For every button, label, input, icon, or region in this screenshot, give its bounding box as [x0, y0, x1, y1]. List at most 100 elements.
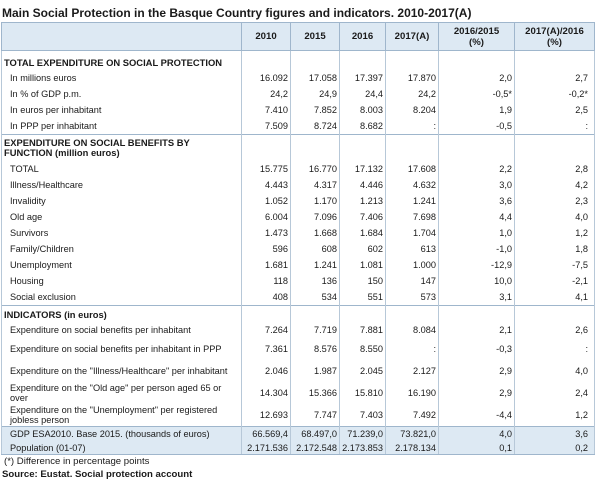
- cell-value: -4,4: [438, 404, 515, 427]
- cell-value: 118: [241, 273, 291, 289]
- cell-value: 1.170: [290, 193, 340, 209]
- cell-value: 3,1: [438, 289, 515, 306]
- row-label: Expenditure on the "Illness/Healthcare" …: [1, 360, 242, 382]
- cell-value: 4.317: [290, 177, 340, 193]
- table-row: Expenditure on social benefits per inhab…: [1, 338, 595, 360]
- cell-value: -12,9: [438, 257, 515, 273]
- cell-value: 534: [290, 289, 340, 306]
- cell-value: 1.241: [385, 193, 439, 209]
- cell-value: 2.171.536: [241, 441, 291, 455]
- cell-value: 7.747: [290, 404, 340, 427]
- cell-value: 2.172.548: [290, 441, 340, 455]
- cell-value: 608: [290, 241, 340, 257]
- group-benefits-by-function: TOTAL 15.775 16.770 17.132 17.608 2,2 2,8 Illne…: [1, 161, 595, 306]
- cell-value: 7.492: [385, 404, 439, 427]
- row-label: GDP ESA2010. Base 2015. (thousands of eu…: [1, 426, 242, 441]
- row-label: Expenditure on social benefits per inhab…: [1, 338, 242, 360]
- cell-value: 4,2: [514, 177, 595, 193]
- cell-value: 2,9: [438, 382, 515, 404]
- cell-value: 7.698: [385, 209, 439, 225]
- cell-value: 8.724: [290, 118, 340, 135]
- cell-value: 3,0: [438, 177, 515, 193]
- table-row: Unemployment 1.681 1.241 1.081 1.000 -12,9 -7,…: [1, 257, 595, 273]
- cell-value: 1,0: [438, 225, 515, 241]
- cell-value: 16.190: [385, 382, 439, 404]
- section-title: EXPENDITURE ON SOCIAL BENEFITS BY FUNCTI…: [1, 134, 242, 161]
- cell-value: 4,1: [514, 289, 595, 306]
- table-row: Population (01-07) 2.171.536 2.172.548 2.17…: [1, 441, 595, 455]
- cell-value: 10,0: [438, 273, 515, 289]
- section-header-row: INDICATORS (in euros): [1, 305, 595, 322]
- cell-value: 602: [339, 241, 386, 257]
- cell-value: 7.361: [241, 338, 291, 360]
- cell-value: 4,0: [514, 209, 595, 225]
- cell-value: 136: [290, 273, 340, 289]
- row-label: Housing: [1, 273, 242, 289]
- cell-value: 73.821,0: [385, 426, 439, 441]
- group-indicators: Expenditure on social benefits per inhab…: [1, 322, 595, 427]
- cell-value: 8.576: [290, 338, 340, 360]
- table-row: Expenditure on the "Old age" per person …: [1, 382, 595, 404]
- cell-value: 15.366: [290, 382, 340, 404]
- table-row: Social exclusion 408 534 551 573 3,1 4,1: [1, 289, 595, 306]
- cell-value: 2.127: [385, 360, 439, 382]
- cell-value: -0,3: [438, 338, 515, 360]
- row-label: Old age: [1, 209, 242, 225]
- cell-value: :: [385, 118, 439, 135]
- cell-value: 7.881: [339, 322, 386, 338]
- cell-value: 4,0: [514, 360, 595, 382]
- cell-value: 1.081: [339, 257, 386, 273]
- cell-value: 1,2: [514, 225, 595, 241]
- cell-value: 4.632: [385, 177, 439, 193]
- cell-value: 17.870: [385, 70, 439, 86]
- cell-value: 2.173.853: [339, 441, 386, 455]
- header-var-2017-2016: 2017(A)/2016 (%): [514, 22, 595, 51]
- cell-value: 2.045: [339, 360, 386, 382]
- group-total-expenditure: In millions euros 16.092 17.058 17.397 17.87…: [1, 70, 595, 135]
- cell-value: 2,0: [438, 70, 515, 86]
- row-label: In euros per inhabitant: [1, 102, 242, 118]
- cell-value: 3,6: [438, 193, 515, 209]
- footnote: (*) Difference in percentage points: [4, 456, 150, 467]
- cell-value: 2,9: [438, 360, 515, 382]
- cell-value: 1.668: [290, 225, 340, 241]
- cell-value: 1.473: [241, 225, 291, 241]
- table-row: Expenditure on the "Illness/Healthcare" …: [1, 360, 595, 382]
- header-2017: 2017(A): [385, 22, 439, 51]
- cell-value: 7.096: [290, 209, 340, 225]
- cell-value: 613: [385, 241, 439, 257]
- header-var-2016-2015: 2016/2015 (%): [438, 22, 515, 51]
- cell-value: 17.397: [339, 70, 386, 86]
- cell-value: 1.000: [385, 257, 439, 273]
- cell-value: 2,6: [514, 322, 595, 338]
- cell-value: 1,8: [514, 241, 595, 257]
- cell-value: -0,5: [438, 118, 515, 135]
- cell-value: 2,2: [438, 161, 515, 177]
- cell-value: 24,4: [339, 86, 386, 102]
- row-label: In PPP per inhabitant: [1, 118, 242, 135]
- table-row: TOTAL 15.775 16.770 17.132 17.608 2,2 2,8: [1, 161, 595, 177]
- cell-value: 15.775: [241, 161, 291, 177]
- cell-value: 16.770: [290, 161, 340, 177]
- header-2010: 2010: [241, 22, 291, 51]
- cell-value: 8.682: [339, 118, 386, 135]
- cell-value: 2,1: [438, 322, 515, 338]
- cell-value: 8.550: [339, 338, 386, 360]
- cell-value: 1.681: [241, 257, 291, 273]
- section-header-row: EXPENDITURE ON SOCIAL BENEFITS BY FUNCTI…: [1, 134, 595, 161]
- cell-value: 573: [385, 289, 439, 306]
- cell-value: 71.239,0: [339, 426, 386, 441]
- cell-value: :: [514, 118, 595, 135]
- row-label: Illness/Healthcare: [1, 177, 242, 193]
- row-label: Expenditure on social benefits per inhab…: [1, 322, 242, 338]
- header-2016: 2016: [339, 22, 386, 51]
- cell-value: 24,2: [241, 86, 291, 102]
- cell-value: 0,2: [514, 441, 595, 455]
- cell-value: 4,0: [438, 426, 515, 441]
- cell-value: 1.684: [339, 225, 386, 241]
- section-header-row: TOTAL EXPENDITURE ON SOCIAL PROTECTION: [1, 50, 595, 70]
- cell-value: 7.403: [339, 404, 386, 427]
- row-label: Invalidity: [1, 193, 242, 209]
- cell-value: 147: [385, 273, 439, 289]
- header-blank: [1, 22, 242, 51]
